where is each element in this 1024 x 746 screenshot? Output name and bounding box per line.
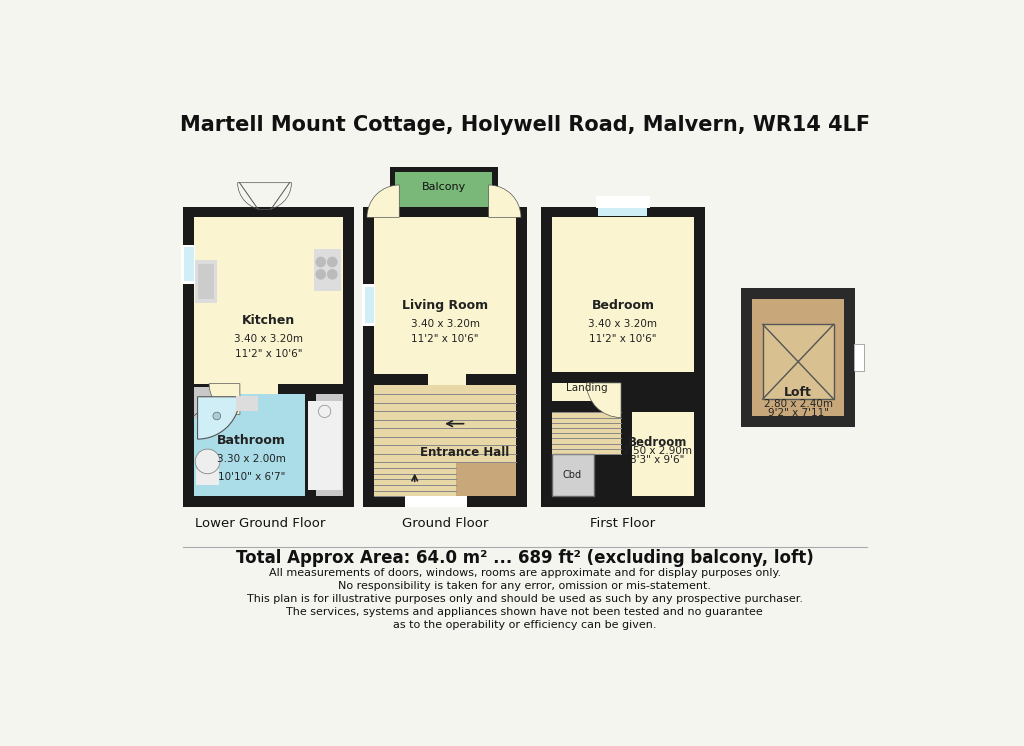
Text: Entrance Hall: Entrance Hall	[420, 446, 509, 460]
Polygon shape	[428, 374, 466, 385]
Polygon shape	[198, 264, 214, 299]
Circle shape	[316, 257, 326, 266]
Polygon shape	[194, 395, 305, 496]
Polygon shape	[552, 401, 632, 412]
Text: Bedroom: Bedroom	[628, 436, 687, 449]
Circle shape	[318, 405, 331, 418]
Polygon shape	[196, 260, 217, 303]
Circle shape	[196, 449, 220, 474]
Wedge shape	[209, 383, 240, 415]
Polygon shape	[552, 372, 694, 383]
Circle shape	[213, 412, 220, 420]
Polygon shape	[313, 249, 341, 291]
Text: 3.40 x 3.20m: 3.40 x 3.20m	[233, 333, 303, 344]
Polygon shape	[196, 469, 219, 485]
Polygon shape	[365, 286, 374, 323]
Text: First Floor: First Floor	[591, 517, 655, 530]
Text: Loft: Loft	[784, 386, 812, 398]
Polygon shape	[390, 166, 395, 207]
Polygon shape	[374, 385, 516, 463]
Polygon shape	[374, 463, 456, 496]
Polygon shape	[181, 245, 196, 283]
Text: 2.50 x 2.90m: 2.50 x 2.90m	[623, 446, 692, 457]
Polygon shape	[305, 395, 316, 496]
Polygon shape	[621, 412, 694, 496]
Polygon shape	[541, 207, 705, 507]
Polygon shape	[596, 195, 649, 208]
Text: 9'2" x 7'11": 9'2" x 7'11"	[768, 408, 828, 418]
Polygon shape	[374, 217, 516, 385]
Polygon shape	[184, 248, 194, 281]
Text: 11'2" x 10'6": 11'2" x 10'6"	[234, 348, 302, 359]
Text: Bedroom: Bedroom	[592, 299, 654, 312]
Polygon shape	[374, 385, 516, 496]
Polygon shape	[621, 383, 632, 496]
Polygon shape	[598, 208, 647, 216]
Polygon shape	[307, 395, 343, 496]
Polygon shape	[741, 288, 855, 427]
Text: Bathroom: Bathroom	[217, 434, 286, 448]
Text: 8'3" x 9'6": 8'3" x 9'6"	[630, 455, 684, 465]
Polygon shape	[183, 207, 354, 507]
Polygon shape	[854, 344, 864, 372]
Text: Balcony: Balcony	[422, 181, 466, 192]
Polygon shape	[194, 383, 343, 395]
Polygon shape	[552, 412, 621, 454]
Polygon shape	[194, 386, 237, 418]
Polygon shape	[752, 299, 845, 416]
Text: The services, systems and appliances shown have not been tested and no guarantee: The services, systems and appliances sho…	[287, 607, 763, 618]
Polygon shape	[364, 207, 527, 507]
Text: Ground Floor: Ground Floor	[401, 517, 488, 530]
Text: 3.40 x 3.20m: 3.40 x 3.20m	[589, 319, 657, 329]
Polygon shape	[308, 401, 342, 490]
Polygon shape	[552, 454, 594, 496]
Text: Total Approx Area: 64.0 m² ... 689 ft² (excluding balcony, loft): Total Approx Area: 64.0 m² ... 689 ft² (…	[236, 548, 814, 567]
Polygon shape	[763, 325, 834, 399]
Polygon shape	[552, 383, 621, 412]
Polygon shape	[361, 283, 376, 326]
Text: 10'10" x 6'7": 10'10" x 6'7"	[218, 471, 285, 482]
Text: No responsibility is taken for any error, omission or mis-statement.: No responsibility is taken for any error…	[338, 581, 712, 591]
Text: 2.80 x 2.40m: 2.80 x 2.40m	[764, 398, 833, 409]
Text: Living Room: Living Room	[402, 299, 488, 312]
Polygon shape	[237, 396, 258, 411]
Polygon shape	[240, 383, 279, 395]
Circle shape	[316, 270, 326, 279]
Wedge shape	[587, 383, 621, 418]
Text: 11'2" x 10'6": 11'2" x 10'6"	[412, 333, 479, 344]
Circle shape	[328, 257, 337, 266]
Text: This plan is for illustrative purposes only and should be used as such by any pr: This plan is for illustrative purposes o…	[247, 595, 803, 604]
Circle shape	[328, 270, 337, 279]
Polygon shape	[390, 166, 498, 207]
Polygon shape	[552, 217, 694, 383]
Polygon shape	[390, 166, 498, 172]
Text: Kitchen: Kitchen	[242, 314, 295, 327]
Text: 3.40 x 3.20m: 3.40 x 3.20m	[411, 319, 479, 329]
Text: Martell Mount Cottage, Holywell Road, Malvern, WR14 4LF: Martell Mount Cottage, Holywell Road, Ma…	[180, 115, 869, 135]
Text: 3.30 x 2.00m: 3.30 x 2.00m	[217, 454, 286, 464]
Polygon shape	[374, 374, 516, 385]
Polygon shape	[406, 496, 467, 507]
Text: 11'2" x 10'6": 11'2" x 10'6"	[589, 333, 656, 344]
Text: Cbd: Cbd	[563, 470, 582, 480]
Text: Landing: Landing	[565, 383, 607, 393]
Wedge shape	[367, 185, 399, 217]
Text: All measurements of doors, windows, rooms are approximate and for display purpos: All measurements of doors, windows, room…	[268, 568, 781, 578]
Polygon shape	[493, 166, 498, 207]
Text: Lower Ground Floor: Lower Ground Floor	[195, 517, 325, 530]
Wedge shape	[198, 397, 240, 439]
Wedge shape	[488, 185, 521, 217]
Polygon shape	[194, 217, 343, 395]
Text: as to the operability or efficiency can be given.: as to the operability or efficiency can …	[393, 621, 656, 630]
